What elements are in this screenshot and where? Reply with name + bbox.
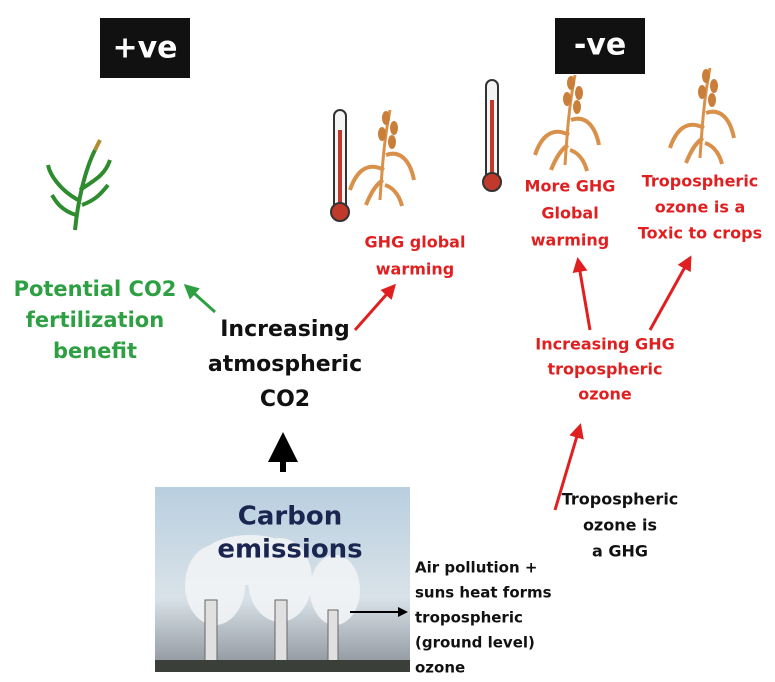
node-label: GHG global: [365, 233, 466, 252]
node-label: a GHG: [592, 542, 648, 561]
thermometer-icon: [330, 109, 350, 222]
node-label: Tropospheric: [562, 490, 679, 509]
badge-label: -ve: [574, 28, 626, 63]
node-label: warming: [531, 231, 609, 250]
node-label: Increasing: [220, 317, 350, 342]
node-label: benefit: [53, 339, 137, 363]
arrow: [572, 257, 592, 331]
arrow: [648, 255, 692, 331]
thermometer-icon: [482, 79, 502, 192]
wheat-icon: [533, 73, 601, 173]
node-label: ozone: [578, 385, 632, 404]
node-label: ozone is: [583, 516, 657, 535]
node-label: CO2: [260, 387, 310, 412]
arrow: [553, 423, 584, 511]
stacks: [204, 599, 339, 666]
wheat-icon: [348, 108, 416, 208]
node-label: Carbon: [238, 502, 342, 532]
node-label: suns heat forms: [415, 584, 552, 602]
arrow: [183, 283, 217, 314]
node-label: ozone: [415, 659, 465, 677]
badge-label: +ve: [112, 31, 177, 66]
smoke: [185, 535, 360, 625]
arrow: [353, 283, 396, 331]
node-label: atmospheric: [208, 352, 362, 377]
plant-icon: [46, 139, 112, 231]
node-label: emissions: [217, 535, 362, 565]
node-label: tropospheric: [415, 609, 523, 627]
node-label: Toxic to crops: [638, 224, 762, 243]
node-label: fertilization: [26, 308, 164, 332]
node-label: ozone is a: [655, 198, 745, 217]
ground: [155, 660, 410, 672]
node-label: Air pollution +: [415, 559, 537, 577]
node-label: (ground level): [415, 634, 535, 652]
node-label: tropospheric: [547, 360, 662, 379]
wheat-icon: [668, 66, 736, 166]
badge-box: [100, 18, 190, 78]
node-label: Increasing GHG: [535, 335, 674, 354]
node-label: Tropospheric: [642, 172, 759, 191]
badge-box: [555, 18, 645, 74]
node-label: Global: [541, 204, 598, 223]
node-label: warming: [376, 260, 454, 279]
node-label: Potential CO2: [14, 277, 177, 301]
node-label: More GHG: [525, 177, 616, 196]
